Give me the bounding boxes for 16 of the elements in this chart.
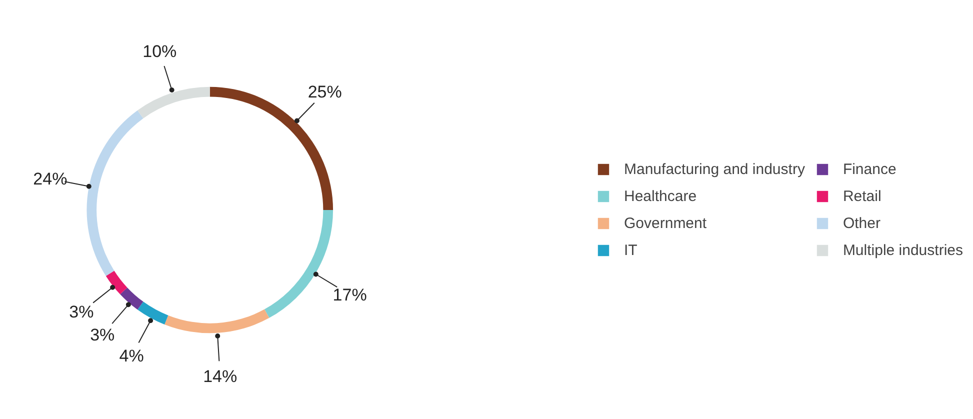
data-label: 14% — [203, 366, 238, 386]
legend-label: Government — [624, 214, 707, 232]
data-label: 25% — [308, 82, 342, 102]
data-label: 24% — [33, 169, 68, 188]
legend-label: Other — [842, 214, 880, 232]
legend-label: Healthcare — [624, 188, 697, 204]
data-label: 10% — [142, 42, 177, 62]
data-label: 3% — [69, 302, 94, 322]
legend-label: Retail — [842, 188, 882, 204]
legend-label: Finance — [842, 160, 896, 178]
legend-label: Multiple industries — [842, 242, 963, 258]
legend-label: Manufacturing and industry — [624, 160, 805, 178]
data-label: 3% — [90, 325, 115, 344]
legend-label: IT — [624, 242, 638, 258]
data-label: 4% — [119, 346, 144, 366]
data-label: 17% — [332, 285, 367, 304]
